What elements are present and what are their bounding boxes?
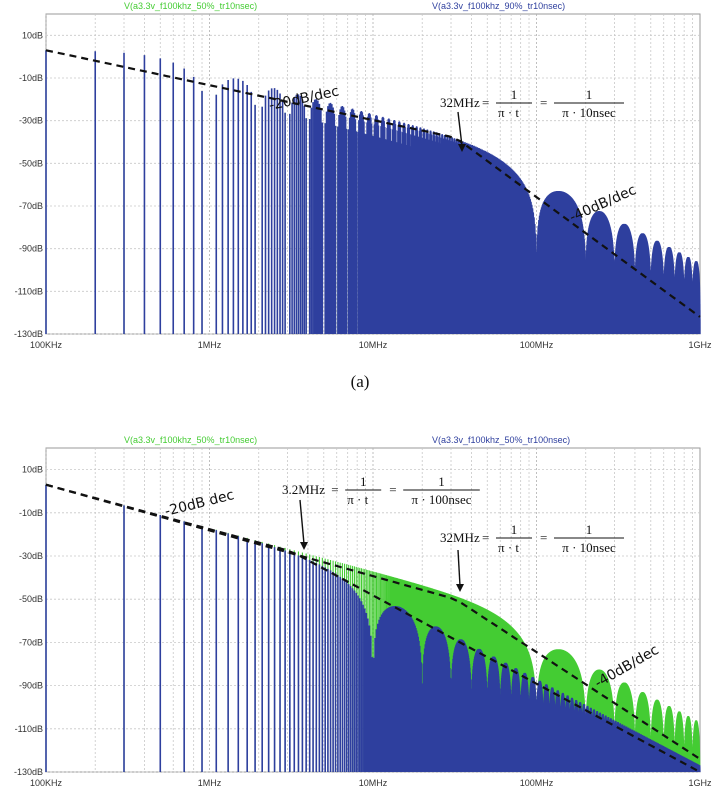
equation-equals: = <box>540 95 547 110</box>
equation-numerator: 1 <box>586 522 593 537</box>
y-tick-label: -30dB <box>19 116 43 126</box>
x-tick-label: 1MHz <box>198 778 222 788</box>
y-tick-label: -10dB <box>19 508 43 518</box>
y-tick-label: -90dB <box>19 244 43 254</box>
y-tick-label: -110dB <box>15 724 43 734</box>
equation-equals: = <box>482 95 489 110</box>
x-tick-label: 1MHz <box>198 340 222 350</box>
corner-equation-2: 32MHz=1π · tr=1π · 10nsec <box>440 522 624 555</box>
chart-panel-b: 10dB -10dB -30dB -50dB -70dB -90dB -110dB -130d… <box>0 426 720 794</box>
y-tick-label: -90dB <box>19 681 43 691</box>
legend-entry-blue: V(a3.3v_f100khz_50%_tr100nsec) <box>432 435 570 445</box>
y-tick-label: -130dB <box>14 329 43 339</box>
y-tick-label: -30dB <box>19 551 43 561</box>
y-tick-label: -130dB <box>14 767 43 777</box>
legend-entry-blue: V(a3.3v_f100khz_90%_tr10nsec) <box>432 1 565 11</box>
y-tick-label: -70dB <box>19 637 43 647</box>
envelope-dashed <box>45 49 701 318</box>
x-tick-label: 100MHz <box>520 778 554 788</box>
y-tick-label: 10dB <box>22 30 43 40</box>
caption-a: (a) <box>350 372 370 391</box>
arrow-shaft <box>457 111 463 147</box>
equation-equals: = <box>482 530 489 545</box>
x-tick-label: 1GHz <box>688 778 712 788</box>
x-tick-label: 100KHz <box>30 778 63 788</box>
x-tick-label: 10MHz <box>359 778 388 788</box>
equation-denominator: π · t <box>498 540 519 555</box>
y-tick-label: -110dB <box>15 286 43 296</box>
chart-panel-a: 10dB -10dB -30dB -50dB -70dB -90dB -110dB -130d… <box>0 0 720 360</box>
corner-equation-1: 3.2MHz=1π · tr=1π · 100nsec <box>282 474 480 507</box>
equation-denominator: π · t <box>498 105 519 120</box>
corner-equation: 32MHz=1π · tr=1π · 10nsec <box>440 87 624 120</box>
spectrum-chart-a: 10dB -10dB -30dB -50dB -70dB -90dB -110dB -130d… <box>14 1 712 350</box>
equation-equals: = <box>331 482 338 497</box>
y-tick-label: 10dB <box>22 465 43 475</box>
equation-numerator: 1 <box>438 474 445 489</box>
equation-denominator: π · t <box>347 492 368 507</box>
equation-numerator: 1 <box>511 87 518 102</box>
equation-equals: = <box>540 530 547 545</box>
equation-numerator: 1 <box>511 522 518 537</box>
equation-frequency: 32MHz <box>440 530 480 545</box>
corner-arrow <box>457 111 466 152</box>
arrow-head <box>458 144 466 152</box>
spectrum-chart-b: 10dB -10dB -30dB -50dB -70dB -90dB -110dB -130d… <box>14 435 712 788</box>
y-tick-label: -50dB <box>19 158 43 168</box>
envelope-dashed-green <box>45 483 701 760</box>
corner-arrow-1 <box>299 499 308 550</box>
equation-denominator: π · 10nsec <box>562 105 616 120</box>
x-tick-label: 100KHz <box>30 340 63 350</box>
arrow-head <box>456 584 464 592</box>
equation-denominator: π · 10nsec <box>562 540 616 555</box>
equation-numerator: 1 <box>360 474 367 489</box>
spectral-lines <box>45 484 701 772</box>
legend-entry-green: V(a3.3v_f100khz_50%_tr10nsec) <box>124 1 257 11</box>
equation-denominator: π · 100nsec <box>412 492 472 507</box>
equation-numerator: 1 <box>586 87 593 102</box>
series-blue <box>45 484 701 772</box>
equation-equals: = <box>389 482 396 497</box>
legend-entry-green: V(a3.3v_f100khz_50%_tr10nsec) <box>124 435 257 445</box>
x-tick-label: 1GHz <box>688 340 712 350</box>
arrow-shaft <box>299 499 305 545</box>
arrow-head <box>300 542 308 550</box>
arrow-shaft <box>457 549 461 587</box>
equation-frequency: 32MHz <box>440 95 480 110</box>
y-tick-label: -70dB <box>19 201 43 211</box>
y-tick-label: -10dB <box>19 73 43 83</box>
x-tick-label: 10MHz <box>359 340 388 350</box>
equation-frequency: 3.2MHz <box>282 482 325 497</box>
x-tick-label: 100MHz <box>520 340 554 350</box>
y-tick-label: -50dB <box>19 594 43 604</box>
corner-arrow-2 <box>456 549 464 592</box>
